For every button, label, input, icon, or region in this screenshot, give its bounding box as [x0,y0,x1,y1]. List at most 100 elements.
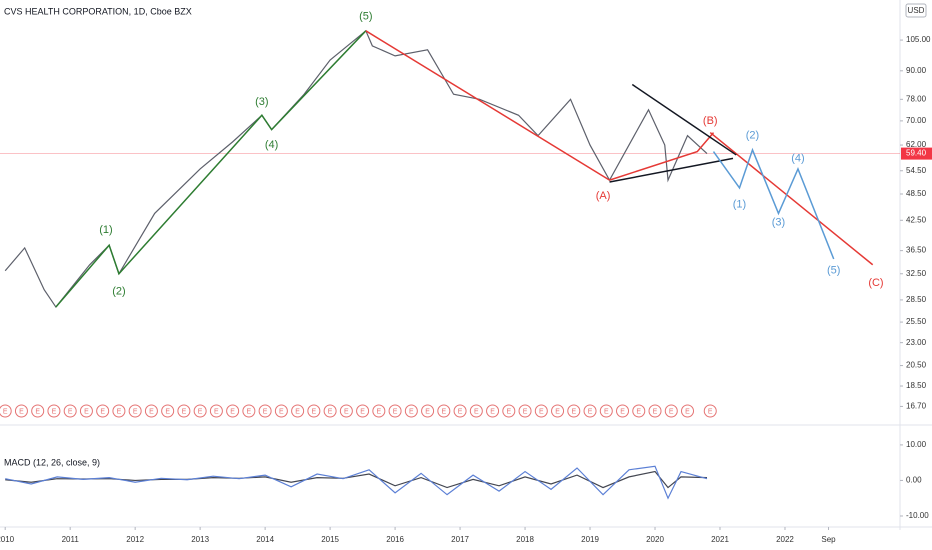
macd-line [5,465,708,500]
earnings-marker [599,404,613,418]
earnings-marker [421,404,435,418]
earnings-marker [404,404,418,418]
earnings-marker [193,404,207,418]
y-tick-label: 32.50 [906,269,927,278]
earnings-marker [0,404,12,418]
earnings-marker [388,404,402,418]
y-tick-label: 18.50 [906,381,927,390]
earnings-marker [47,404,61,418]
chart-title: CVS HEALTH CORPORATION, 1D, Cboe BZX [4,6,192,16]
earnings-marker [453,404,467,418]
y-tick-label: 62.00 [906,140,927,149]
earnings-marker [356,404,370,418]
wave-label: (C) [868,277,883,289]
y-tick-label: 36.50 [906,246,927,255]
earnings-marker [144,404,158,418]
wave-line [609,132,715,181]
x-tick-label: 2018 [516,535,534,544]
earnings-marker [681,404,695,418]
wave-label: (1) [99,224,112,236]
earnings-label: E [100,408,105,415]
earnings-label: E [165,408,170,415]
earnings-marker [583,404,597,418]
y-tick-label: 90.00 [906,66,927,75]
x-tick-label: 2011 [62,535,80,544]
earnings-marker [616,404,630,418]
earnings-marker [14,404,28,418]
earnings-marker [518,404,532,418]
earnings-label: E [68,408,73,415]
earnings-label: E [490,408,495,415]
earnings-marker [632,404,646,418]
earnings-label: E [571,408,576,415]
x-tick-label: 2012 [126,535,144,544]
wave-label: (B) [703,115,718,127]
x-tick-label: 2020 [646,535,664,544]
earnings-marker [307,404,321,418]
wave-label: (5) [827,265,840,277]
earnings-label: E [425,408,430,415]
earnings-marker [128,404,142,418]
earnings-marker [177,404,191,418]
earnings-label: E [409,408,414,415]
earnings-label: E [117,408,122,415]
currency: USD [908,6,925,15]
earnings-label: E [279,408,284,415]
y-tick-label: 28.50 [906,295,927,304]
earnings-label: E [636,408,641,415]
earnings-label: E [708,408,713,415]
x-tick-label: Sep [821,535,836,544]
earnings-marker [703,404,717,418]
earnings-label: E [198,408,203,415]
earnings-marker [79,404,93,418]
earnings-label: E [230,408,235,415]
earnings-label: E [328,408,333,415]
y-tick-label: 20.50 [906,361,927,370]
wave-label: (3) [255,96,268,108]
earnings-label: E [685,408,690,415]
earnings-label: E [182,408,187,415]
earnings-label: E [214,408,219,415]
wave-label: (3) [772,217,785,229]
y-tick-label: 70.00 [906,116,927,125]
earnings-label: E [474,408,479,415]
earnings-marker [664,404,678,418]
y-tick-label: 42.50 [906,215,927,224]
earnings-marker [323,404,337,418]
macd-title: MACD (12, 26, close, 9) [4,457,100,467]
macd-signal [5,470,708,489]
earnings-marker [209,404,223,418]
x-tick-label: 2019 [581,535,599,544]
earnings-label: E [52,408,57,415]
wave-label: (2) [746,130,759,142]
earnings-marker [486,404,500,418]
x-tick-label: 2016 [386,535,404,544]
earnings-label: E [523,408,528,415]
x-tick-label: 2021 [711,535,729,544]
earnings-marker [567,404,581,418]
wave-label: (4) [265,139,278,151]
wave-label: (5) [359,11,372,23]
earnings-marker [258,404,272,418]
earnings-label: E [133,408,138,415]
earnings-label: E [295,408,300,415]
earnings-label: E [441,408,446,415]
earnings-marker [291,404,305,418]
currency-box[interactable] [905,3,927,18]
macd-y-tick-label: -10.00 [906,511,929,520]
earnings-label: E [604,408,609,415]
earnings-marker [648,404,662,418]
earnings-marker [437,404,451,418]
x-tick-label: 2017 [451,535,469,544]
earnings-label: E [35,408,40,415]
wave-line [712,147,835,260]
earnings-marker [339,404,353,418]
y-tick-label: 48.50 [906,189,927,198]
y-tick-label: 54.50 [906,166,927,175]
earnings-label: E [84,408,89,415]
x-tick-label: 2013 [191,535,209,544]
wave-line [631,83,737,156]
earnings-label: E [506,408,511,415]
earnings-marker [534,404,548,418]
